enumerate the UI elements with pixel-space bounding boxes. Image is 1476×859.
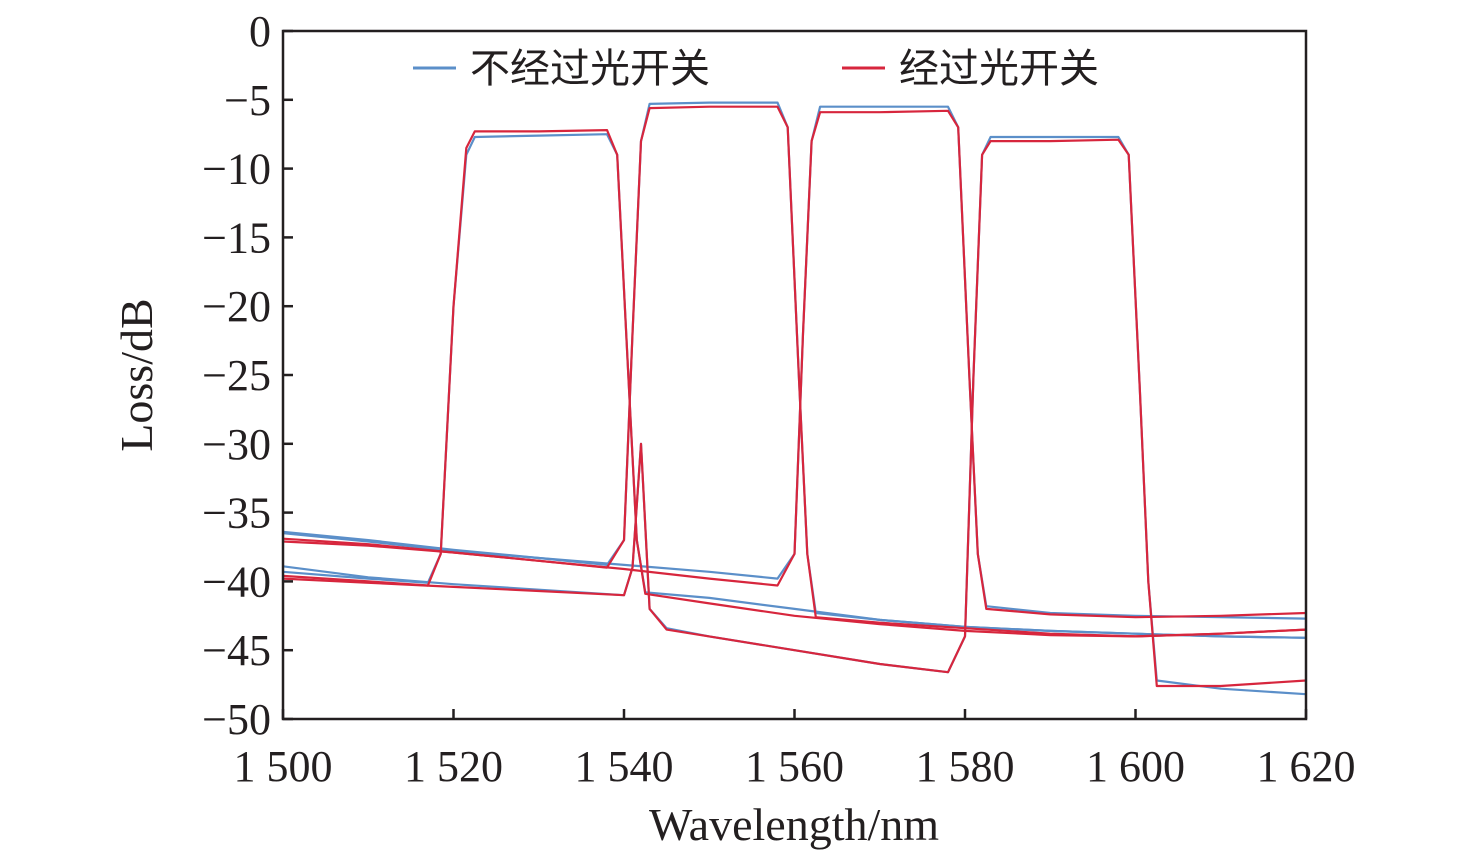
series-line-without-switch-channel-4 (282, 135, 1307, 696)
y-axis-title: Loss/dB (111, 298, 162, 451)
x-tick-label: 1 520 (404, 742, 503, 791)
y-tick-label: 0 (249, 7, 271, 56)
y-tick-label: −30 (202, 420, 271, 469)
series-line-with-switch-channel-1 (282, 129, 1307, 638)
series-line-with-switch-channel-3 (282, 109, 1307, 619)
legend: 不经过光开关 经过光开关 (413, 46, 1099, 92)
series-line-with-switch-channel-2 (282, 105, 1307, 638)
series-line-with-switch-channel-4 (282, 138, 1307, 688)
series-line-without-switch-channel-3 (282, 105, 1307, 620)
y-tick-label: −20 (202, 282, 271, 331)
series-layer (282, 101, 1307, 696)
x-tick-label: 1 580 (916, 742, 1015, 791)
legend-label-with-switch: 经过光开关 (899, 46, 1099, 92)
y-tick-label: −5 (224, 76, 271, 125)
x-tick-label: 1 540 (575, 742, 674, 791)
y-tick-label: −25 (202, 351, 271, 400)
x-tick-label: 1 560 (745, 742, 844, 791)
y-tick-label: −45 (202, 626, 271, 675)
x-tick-label: 1 500 (234, 742, 333, 791)
legend-label-without-switch: 不经过光开关 (470, 46, 710, 92)
x-tick-label: 1 600 (1086, 742, 1185, 791)
y-tick-label: −10 (202, 145, 271, 194)
y-tick-label: −15 (202, 213, 271, 262)
y-axis: 0 −5 −10 −15 −20 −25 −30 −35 −40 −45 −50 (202, 7, 293, 744)
y-tick-label: −35 (202, 489, 271, 538)
y-tick-label: −40 (202, 557, 271, 606)
x-axis-title: Wavelength/nm (649, 799, 939, 850)
x-axis: 1 500 1 520 1 540 1 560 1 580 1 600 1 620 (234, 709, 1356, 791)
x-tick-label: 1 620 (1257, 742, 1356, 791)
series-line-without-switch-channel-2 (282, 101, 1307, 639)
y-tick-label: −50 (202, 695, 271, 744)
